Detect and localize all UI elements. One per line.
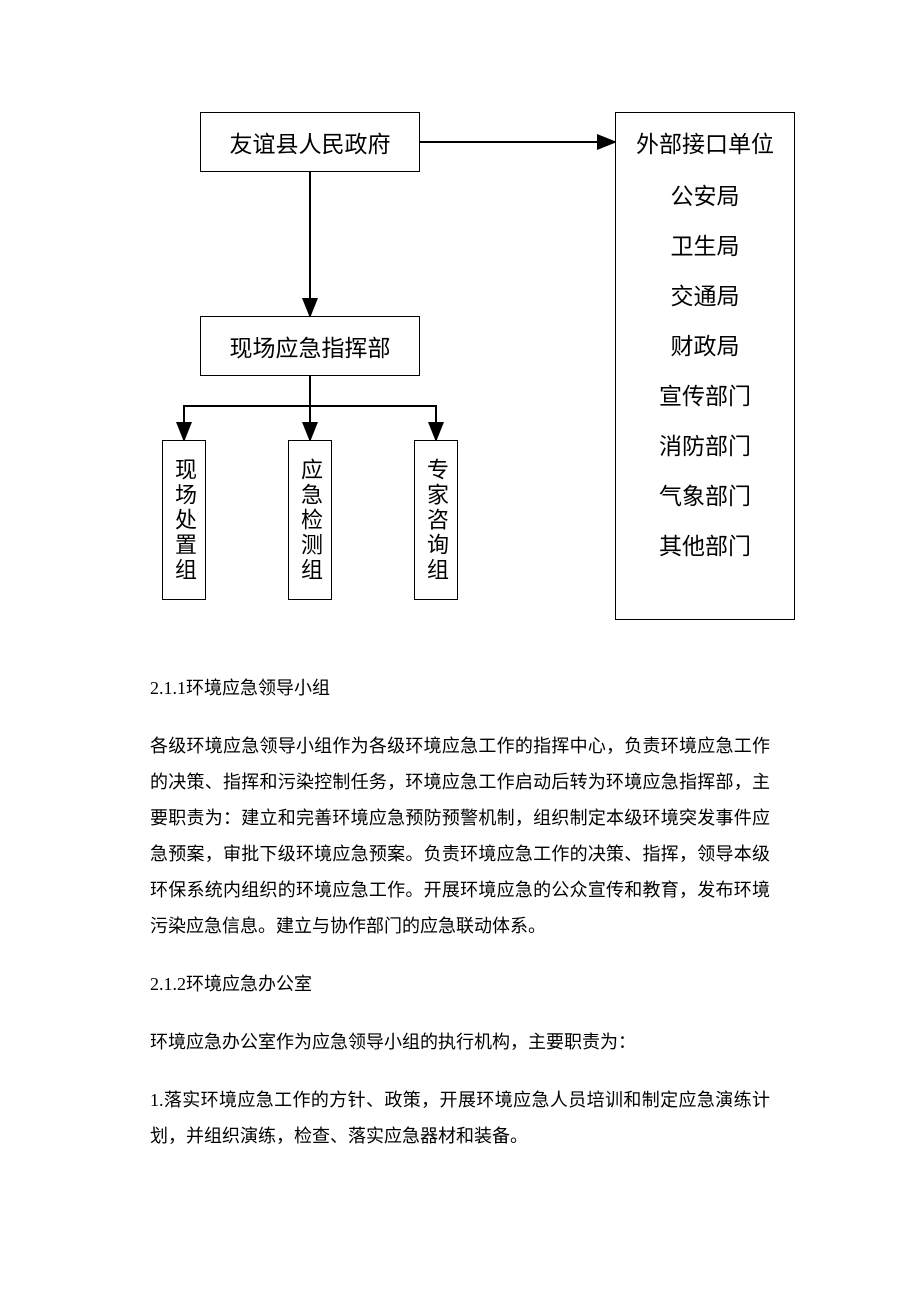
section-heading-2: 2.1.2环境应急办公室: [150, 966, 770, 1002]
right-item: 财政局: [671, 327, 740, 361]
right-item: 公安局: [671, 177, 740, 211]
right-item: 气象部门: [659, 477, 751, 511]
section-heading-1: 2.1.1环境应急领导小组: [150, 670, 770, 706]
node-child2-label: 应急检测组: [294, 458, 326, 583]
paragraph-3: 1.落实环境应急工作的方针、政策，开展环境应急人员培训和制定应急演练计划，并组织…: [150, 1082, 770, 1154]
node-top-label: 友谊县人民政府: [230, 125, 391, 159]
right-item: 卫生局: [671, 227, 740, 261]
paragraph-2: 环境应急办公室作为应急领导小组的执行机构，主要职责为：: [150, 1024, 770, 1060]
node-child-disposal: 现场处置组: [162, 440, 206, 600]
right-item: 交通局: [671, 277, 740, 311]
paragraph-1: 各级环境应急领导小组作为各级环境应急工作的指挥中心，负责环境应急工作的决策、指挥…: [150, 728, 770, 944]
right-item: 其他部门: [659, 527, 751, 561]
org-flowchart: 友谊县人民政府 现场应急指挥部 现场处置组 应急检测组 专家咨询组 外部接口单位…: [0, 0, 920, 640]
node-top-government: 友谊县人民政府: [200, 112, 420, 172]
right-item: 消防部门: [659, 427, 751, 461]
right-title: 外部接口单位: [636, 125, 774, 159]
right-item: 宣传部门: [659, 377, 751, 411]
node-right-external: 外部接口单位 公安局 卫生局 交通局 财政局 宣传部门 消防部门 气象部门 其他…: [615, 112, 795, 620]
node-child-detection: 应急检测组: [288, 440, 332, 600]
node-child-expert: 专家咨询组: [414, 440, 458, 600]
node-child1-label: 现场处置组: [168, 458, 200, 583]
node-middle-label: 现场应急指挥部: [230, 329, 391, 363]
node-middle-command: 现场应急指挥部: [200, 316, 420, 376]
node-child3-label: 专家咨询组: [420, 458, 452, 583]
document-text: 2.1.1环境应急领导小组 各级环境应急领导小组作为各级环境应急工作的指挥中心，…: [0, 640, 920, 1216]
